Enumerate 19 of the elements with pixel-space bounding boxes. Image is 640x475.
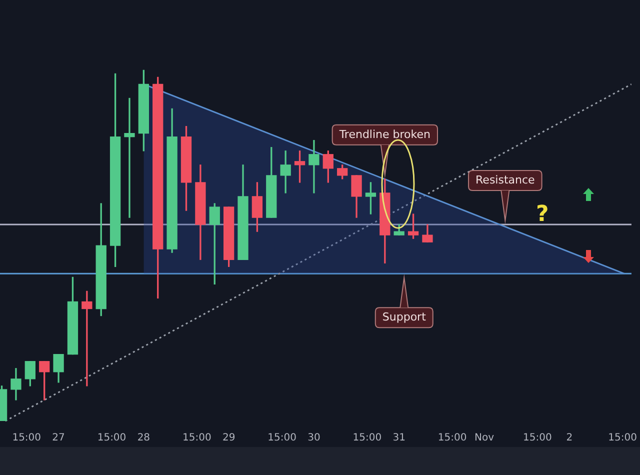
x-tick-label: 29: [222, 432, 236, 444]
annotation: Trendline broken: [338, 128, 431, 141]
x-tick-label: 15:00: [268, 432, 296, 444]
x-tick-label: 15:00: [523, 432, 552, 444]
x-tick-label: 15:00: [97, 432, 126, 444]
annotation: ?: [536, 202, 549, 227]
x-tick-label: 15:00: [12, 432, 42, 444]
x-tick-label: Nov: [474, 432, 494, 444]
x-tick-label: 30: [308, 432, 320, 444]
ref-line-label: Resistance: [476, 173, 536, 186]
x-tick-label: 28: [137, 432, 150, 444]
x-tick-label: 15:00: [608, 432, 638, 444]
ref-line-label: Support: [382, 310, 427, 324]
x-tick-label: 15:00: [438, 432, 467, 444]
x-tick-label: 27: [52, 432, 65, 444]
x-tick-label: 2: [566, 432, 573, 444]
x-tick-label: 31: [392, 432, 406, 444]
x-tick-label: 15:00: [182, 432, 212, 444]
x-tick-label: 15:00: [352, 432, 382, 444]
